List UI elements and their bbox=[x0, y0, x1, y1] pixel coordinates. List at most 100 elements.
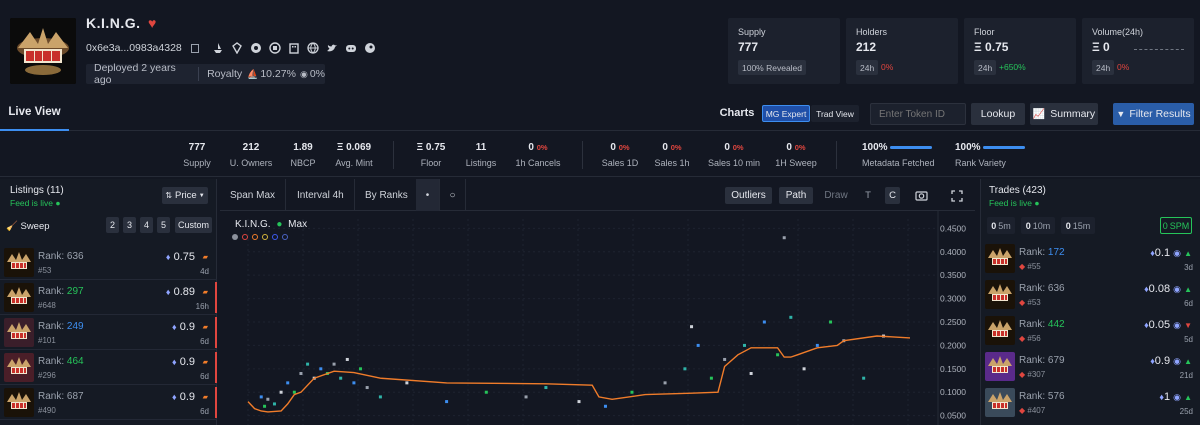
outliers-button[interactable]: Outliers bbox=[725, 187, 772, 204]
sale-point[interactable] bbox=[603, 404, 607, 408]
trade-row[interactable]: Rank: 172 ◆ #55 ♦0.1 ◉ ▲ 3d bbox=[981, 241, 1200, 277]
nft-thumbnail bbox=[985, 352, 1015, 381]
listing-row[interactable]: Rank: 297 #648 ♦ 0.89 ▰ 16h bbox=[0, 280, 217, 315]
discord-icon[interactable] bbox=[344, 41, 357, 54]
listing-row[interactable]: Rank: 636 #53 ♦ 0.75 ▰ 4d bbox=[0, 245, 217, 280]
eth-icon: ♦ bbox=[172, 322, 177, 332]
sale-point[interactable] bbox=[743, 343, 746, 347]
sale-point[interactable] bbox=[345, 357, 349, 361]
trade-row[interactable]: Rank: 576 ◆ #407 ♦1 ◉ ▲ 25d bbox=[981, 385, 1200, 421]
sale-point[interactable] bbox=[723, 357, 727, 361]
sale-point[interactable] bbox=[690, 325, 694, 329]
camera-icon[interactable] bbox=[911, 187, 931, 204]
listing-row[interactable]: Rank: 249 #101 ♦ 0.9 ▰ 6d bbox=[0, 315, 217, 350]
sale-point[interactable] bbox=[359, 367, 363, 371]
marketplace-icon[interactable] bbox=[249, 41, 262, 54]
sweep-2-button[interactable]: 2 bbox=[106, 217, 119, 233]
filter-15m-button[interactable]: 0 15m bbox=[1061, 217, 1095, 234]
sale-point[interactable] bbox=[332, 362, 336, 366]
summary-button[interactable]: 📈 Summary bbox=[1030, 103, 1098, 125]
etherscan-icon[interactable] bbox=[268, 41, 281, 54]
legend-circle-blue[interactable] bbox=[272, 234, 278, 240]
sale-point[interactable] bbox=[306, 362, 310, 366]
sale-point[interactable] bbox=[630, 390, 634, 394]
sweep-4-button[interactable]: 4 bbox=[140, 217, 153, 233]
circle-mode-button[interactable]: ○ bbox=[440, 179, 466, 211]
sale-point[interactable] bbox=[544, 386, 548, 390]
sale-point[interactable] bbox=[339, 376, 343, 380]
legend-circle-gray[interactable] bbox=[232, 234, 238, 240]
sale-point[interactable] bbox=[696, 343, 700, 347]
sale-point[interactable] bbox=[352, 381, 356, 385]
legend-circle-yellow[interactable] bbox=[262, 234, 268, 240]
trade-row[interactable]: Rank: 636 ◆ #53 ♦0.08 ◉ ▲ 6d bbox=[981, 277, 1200, 313]
price-sort-dropdown[interactable]: ⇅ Price ▼ bbox=[162, 187, 208, 204]
sweep-custom-button[interactable]: Custom bbox=[175, 217, 212, 233]
globe-icon[interactable] bbox=[306, 41, 319, 54]
sale-point[interactable] bbox=[829, 320, 833, 324]
copy-icon[interactable] bbox=[190, 43, 199, 53]
legend-circle-navy[interactable] bbox=[282, 234, 288, 240]
sale-point[interactable] bbox=[776, 353, 780, 357]
sale-point[interactable] bbox=[683, 367, 687, 371]
diamond-icon[interactable] bbox=[230, 41, 243, 54]
path-button[interactable]: Path bbox=[779, 187, 813, 204]
opensea-ship-icon[interactable] bbox=[211, 41, 224, 54]
sale-point[interactable] bbox=[405, 381, 409, 385]
sale-point[interactable] bbox=[319, 367, 323, 371]
sale-point[interactable] bbox=[762, 320, 766, 324]
sale-point[interactable] bbox=[365, 386, 369, 390]
sweep-3-button[interactable]: 3 bbox=[123, 217, 136, 233]
filter-results-button[interactable]: ▼ Filter Results bbox=[1113, 103, 1194, 125]
building-icon[interactable] bbox=[287, 41, 300, 54]
sale-point[interactable] bbox=[789, 315, 793, 319]
fullscreen-icon[interactable] bbox=[947, 187, 967, 204]
lookup-button[interactable]: Lookup bbox=[971, 103, 1025, 125]
trad-view-button[interactable]: Trad View bbox=[811, 105, 859, 122]
filter-5m-button[interactable]: 0 5m bbox=[987, 217, 1015, 234]
draw-button[interactable]: Draw bbox=[824, 190, 848, 201]
sale-point[interactable] bbox=[782, 236, 786, 240]
clear-tool-button[interactable]: C bbox=[885, 187, 900, 204]
sale-point[interactable] bbox=[272, 402, 276, 406]
sale-point[interactable] bbox=[862, 376, 866, 380]
sale-point[interactable] bbox=[292, 390, 296, 394]
sale-point[interactable] bbox=[299, 372, 303, 375]
sale-point[interactable] bbox=[445, 400, 449, 404]
sale-point[interactable] bbox=[378, 395, 382, 399]
sale-point[interactable] bbox=[663, 381, 667, 385]
mg-expert-button[interactable]: MG Expert bbox=[762, 105, 810, 122]
marketplace-icon: ▰ bbox=[202, 394, 208, 401]
coingecko-icon[interactable] bbox=[363, 41, 376, 54]
favorite-heart-icon[interactable]: ♥ bbox=[147, 15, 157, 31]
interval-button[interactable]: Interval 4h bbox=[287, 179, 355, 211]
listing-row[interactable]: Rank: 687 #490 ♦ 0.9 ▰ 6d bbox=[0, 385, 217, 420]
sale-point[interactable] bbox=[259, 395, 263, 399]
sale-point[interactable] bbox=[749, 372, 753, 375]
token-id-input[interactable] bbox=[870, 103, 966, 125]
filter-10m-button[interactable]: 0 10m bbox=[1021, 217, 1055, 234]
sale-point[interactable] bbox=[266, 397, 270, 401]
sale-point[interactable] bbox=[263, 404, 267, 408]
dot-mode-button[interactable]: • bbox=[416, 179, 440, 211]
text-tool-button[interactable]: T bbox=[865, 190, 871, 201]
sale-point[interactable] bbox=[484, 390, 488, 394]
trade-row[interactable]: Rank: 442 ◆ #56 ♦0.05 ◉ ▼ 5d bbox=[981, 313, 1200, 349]
sale-point[interactable] bbox=[577, 400, 581, 404]
sweep-5-button[interactable]: 5 bbox=[157, 217, 170, 233]
sale-point[interactable] bbox=[286, 381, 290, 385]
sale-point[interactable] bbox=[279, 390, 283, 394]
span-max-button[interactable]: Span Max bbox=[220, 179, 287, 211]
listing-row[interactable]: Rank: 464 #296 ♦ 0.9 ▰ 6d bbox=[0, 350, 217, 385]
sale-point[interactable] bbox=[815, 343, 819, 347]
by-ranks-button[interactable]: By Ranks bbox=[355, 179, 419, 211]
price-scatter-chart[interactable]: 0.4500 0.4000 0.3500 0.3000 0.2500 0.2000 0.15… bbox=[220, 211, 975, 425]
twitter-icon[interactable] bbox=[325, 41, 338, 54]
trade-row[interactable]: Rank: 679 ◆ #307 ♦0.9 ◉ ▲ 21d bbox=[981, 349, 1200, 385]
sale-point[interactable] bbox=[709, 376, 713, 380]
sale-point[interactable] bbox=[524, 395, 528, 399]
sale-point[interactable] bbox=[802, 367, 806, 371]
tab-live-view[interactable]: Live View bbox=[0, 95, 69, 131]
legend-circle-orange[interactable] bbox=[252, 234, 258, 240]
legend-circle-red[interactable] bbox=[242, 234, 248, 240]
